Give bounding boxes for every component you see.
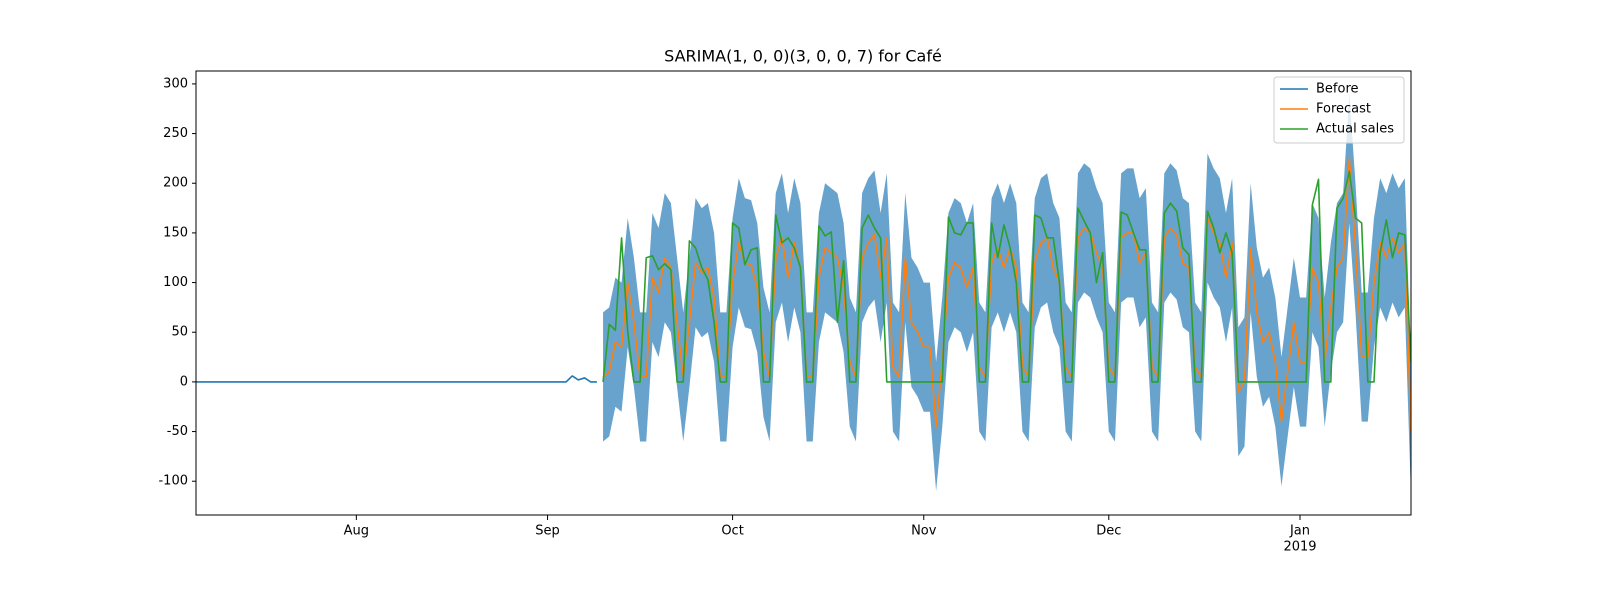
legend-label: Forecast (1316, 102, 1371, 117)
axes-frame (195, 70, 1412, 516)
x-tick-label: Sep (535, 524, 560, 539)
x-tick-sublabel: 2019 (1283, 540, 1316, 555)
y-tick-label: -100 (158, 474, 188, 489)
y-tick-label: -50 (167, 424, 188, 439)
y-tick-label: 150 (163, 225, 188, 240)
legend-box (1273, 76, 1405, 144)
x-tick-label: Oct (721, 524, 743, 539)
y-tick-label: 250 (163, 126, 188, 141)
y-tick-label: 0 (180, 374, 188, 389)
y-tick-label: 100 (163, 275, 188, 290)
x-tick-label: Jan (1289, 524, 1310, 539)
x-tick-label: Dec (1096, 524, 1121, 539)
legend-label: Actual sales (1316, 122, 1394, 137)
chart-title: SARIMA(1, 0, 0)(3, 0, 0, 7) for Café (664, 47, 942, 66)
y-tick-label: 50 (171, 325, 188, 340)
series-line (602, 170, 1411, 383)
series-line (602, 157, 1411, 432)
x-tick-label: Aug (344, 524, 369, 539)
series-line (196, 375, 597, 383)
y-tick-label: 300 (163, 76, 188, 91)
confidence-band (603, 93, 1411, 497)
y-tick-label: 200 (163, 176, 188, 191)
legend-label: Before (1316, 82, 1359, 97)
plot-area (196, 93, 1411, 497)
x-tick-label: Nov (911, 524, 937, 539)
